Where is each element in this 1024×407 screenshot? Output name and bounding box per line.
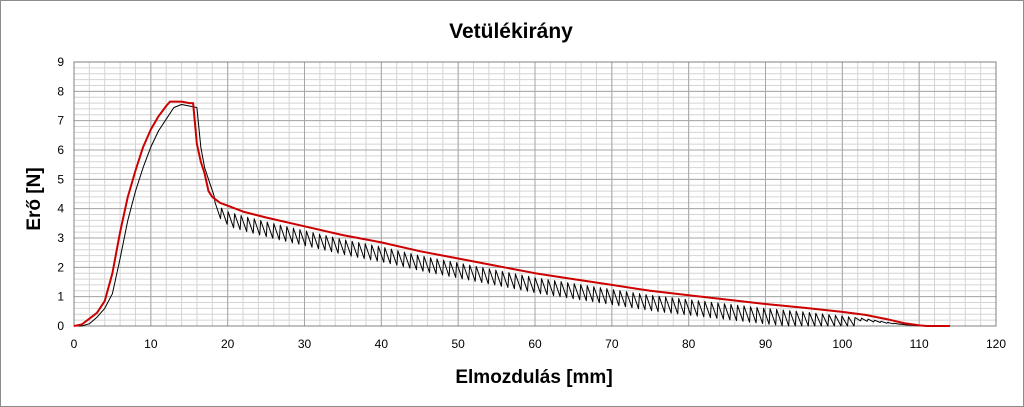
y-tick-label: 4 <box>57 202 64 216</box>
y-tick-label: 2 <box>57 260 64 274</box>
x-tick-label: 70 <box>605 337 619 351</box>
x-tick-label: 100 <box>832 337 852 351</box>
x-tick-label: 0 <box>71 337 78 351</box>
x-tick-label: 110 <box>910 337 929 351</box>
x-tick-label: 120 <box>986 337 1006 351</box>
y-axis-title: Erő [N] <box>24 167 45 230</box>
y-tick-label: 9 <box>57 55 64 69</box>
x-tick-label: 60 <box>528 337 542 351</box>
y-tick-label: 7 <box>57 114 64 128</box>
x-tick-label: 90 <box>759 337 773 351</box>
x-tick-labels: 0 10 20 30 40 50 60 70 80 90 100 110 120 <box>71 337 1007 351</box>
y-tick-label: 6 <box>57 143 64 157</box>
y-tick-label: 3 <box>57 231 64 245</box>
y-tick-label: 0 <box>57 319 64 333</box>
y-tick-label: 5 <box>57 172 64 186</box>
y-tick-label: 1 <box>57 290 64 304</box>
x-tick-label: 50 <box>451 337 465 351</box>
chart-title: Vetülékirány <box>449 20 573 43</box>
x-tick-label: 40 <box>375 337 389 351</box>
x-tick-label: 30 <box>298 337 312 351</box>
series-line-2 <box>74 104 927 327</box>
x-tick-label: 80 <box>682 337 696 351</box>
x-tick-label: 20 <box>221 337 235 351</box>
x-tick-label: 10 <box>144 337 158 351</box>
series-line-1 <box>73 100 950 327</box>
x-axis-title: Elmozdulás [mm] <box>455 367 612 388</box>
y-tick-label: 8 <box>57 84 64 98</box>
series-layer <box>73 100 950 327</box>
plot-area-border <box>73 61 997 327</box>
y-tick-labels: 0 1 2 3 4 5 6 7 8 9 <box>57 55 64 333</box>
